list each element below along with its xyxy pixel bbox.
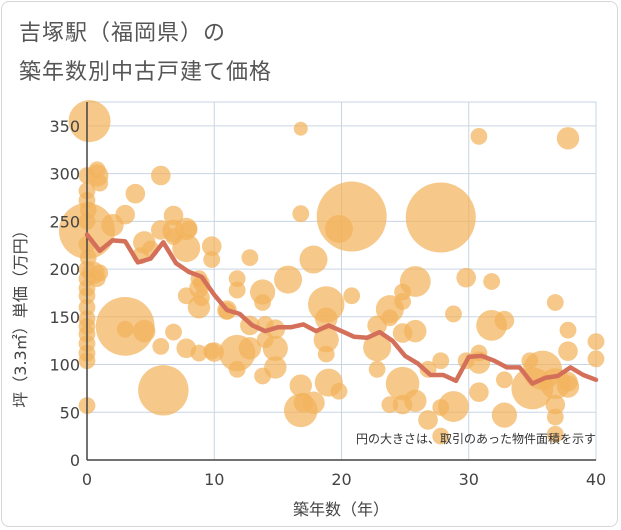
y-tick-label: 100 <box>49 356 80 375</box>
axes: 0 50 100 150 200 250 300 350 0 10 20 30 40 <box>49 102 606 489</box>
data-bubble <box>238 337 262 360</box>
data-bubble <box>546 294 564 311</box>
data-bubble <box>363 333 392 362</box>
data-bubble <box>190 344 208 362</box>
data-bubble <box>241 249 259 267</box>
data-bubble <box>116 320 134 338</box>
data-bubble <box>289 374 312 397</box>
data-bubble <box>151 165 171 186</box>
data-bubble <box>558 341 578 361</box>
data-bubble <box>193 289 210 307</box>
data-bubble <box>299 245 328 274</box>
data-bubble <box>201 236 222 256</box>
data-bubble <box>262 335 288 361</box>
data-bubble <box>91 174 109 192</box>
data-bubble <box>316 181 387 252</box>
data-bubble <box>180 220 198 238</box>
data-bubble <box>405 182 476 253</box>
data-bubble <box>293 121 308 136</box>
x-tick-label: 30 <box>459 470 479 489</box>
data-bubble <box>491 402 517 428</box>
data-bubble <box>203 251 221 268</box>
data-bubble <box>456 267 477 288</box>
data-bubble <box>394 293 411 310</box>
data-bubble <box>445 305 462 323</box>
data-bubble <box>204 342 225 362</box>
data-bubble <box>115 204 135 225</box>
data-bubble <box>264 356 287 379</box>
y-tick-label: 50 <box>60 403 80 422</box>
data-bubble <box>343 287 361 305</box>
data-bubble <box>495 371 513 389</box>
data-bubble <box>330 382 348 400</box>
data-bubble <box>125 183 146 204</box>
average-price-line <box>84 232 599 386</box>
data-bubble <box>559 321 577 339</box>
data-bubble <box>313 327 339 353</box>
data-bubble <box>152 337 170 355</box>
data-bubble <box>91 264 109 282</box>
data-bubble <box>254 294 272 311</box>
data-bubble <box>587 350 605 368</box>
size-note: 円の大きさは、取引のあった物件面積を示す <box>356 431 596 446</box>
chart-title-line2: 築年数別中古戸建て価格 <box>19 60 273 85</box>
data-bubble <box>483 273 501 290</box>
data-bubble <box>163 205 184 226</box>
data-bubble <box>432 427 450 445</box>
data-bubble <box>68 100 111 143</box>
data-bubble <box>404 319 427 343</box>
data-bubble <box>88 161 106 179</box>
data-bubble <box>133 319 156 343</box>
data-bubble <box>228 281 246 299</box>
data-bubble <box>228 360 246 378</box>
data-bubble <box>404 389 427 413</box>
data-bubble <box>545 394 566 415</box>
y-tick-label: 250 <box>49 212 80 231</box>
data-bubble <box>556 127 580 150</box>
data-bubble <box>302 391 325 414</box>
y-axis-label: 坪（3.3㎡）単価（万円） <box>11 222 30 407</box>
y-tick-label: 200 <box>49 260 80 279</box>
y-tick-label: 0 <box>70 451 80 470</box>
data-bubble <box>438 391 469 422</box>
bubble-layer <box>59 100 605 445</box>
x-axis-label: 築年数（年） <box>293 500 389 519</box>
data-bubble <box>432 352 450 370</box>
trend-line-layer <box>84 232 599 386</box>
data-bubble <box>494 310 515 331</box>
data-bubble <box>317 345 335 363</box>
chart-title-line1: 吉塚駅（福岡県）の <box>19 21 227 46</box>
x-tick-label: 20 <box>331 470 351 489</box>
data-bubble <box>165 323 182 341</box>
data-bubble <box>368 360 386 378</box>
data-bubble <box>418 410 438 430</box>
x-tick-label: 40 <box>586 470 606 489</box>
data-bubble <box>381 309 399 327</box>
data-bubble <box>556 375 580 398</box>
x-tick-label: 10 <box>204 470 224 489</box>
data-bubble <box>172 234 201 263</box>
x-tick-label: 0 <box>82 470 92 489</box>
data-bubble <box>469 382 489 403</box>
data-bubble <box>274 265 303 294</box>
data-bubble <box>546 408 564 426</box>
y-tick-label: 150 <box>49 308 80 327</box>
data-bubble <box>138 365 189 416</box>
data-bubble <box>292 205 310 223</box>
data-bubble <box>399 266 431 297</box>
y-tick-label: 350 <box>49 117 80 136</box>
y-tick-label: 300 <box>49 165 80 184</box>
data-bubble <box>470 127 488 145</box>
data-bubble <box>546 425 564 443</box>
data-bubble <box>587 333 605 351</box>
